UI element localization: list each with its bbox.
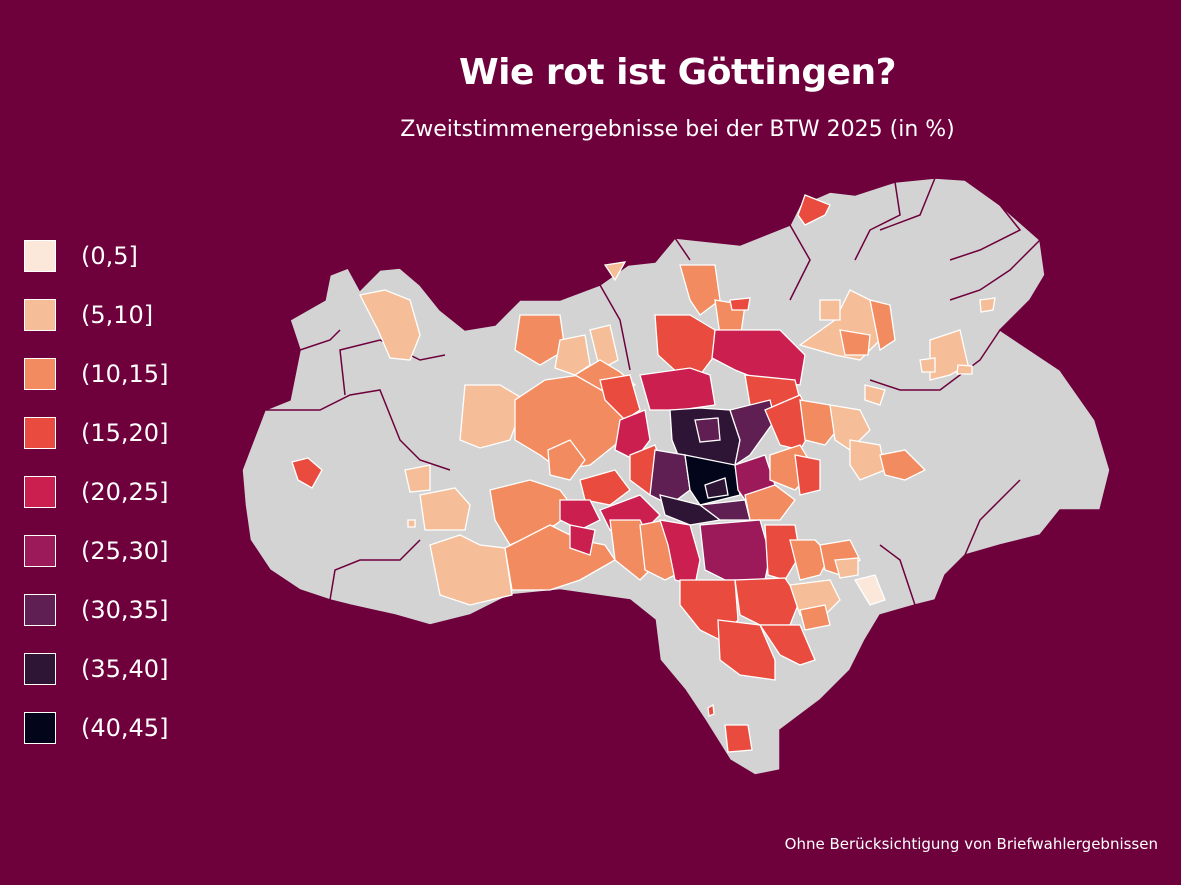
legend-label: (25,30] bbox=[81, 537, 169, 565]
legend-swatch bbox=[24, 417, 56, 449]
legend-swatch bbox=[24, 594, 56, 626]
legend-swatch bbox=[24, 653, 56, 685]
legend-swatch bbox=[24, 535, 56, 567]
legend-swatch bbox=[24, 299, 56, 331]
legend-label: (15,20] bbox=[81, 419, 169, 447]
legend-item: (40,45] bbox=[24, 712, 224, 748]
legend-label: (20,25] bbox=[81, 478, 169, 506]
legend-item: (0,5] bbox=[24, 240, 224, 276]
footnote: Ohne Berücksichtigung von Briefwahlergeb… bbox=[784, 835, 1158, 853]
district-boundaries bbox=[265, 177, 1041, 606]
map-title: Wie rot ist Göttingen? bbox=[458, 52, 897, 93]
legend-item: (30,35] bbox=[24, 594, 224, 630]
legend-label: (10,15] bbox=[81, 360, 169, 388]
map-subtitle: Zweitstimmenergebnisse bei der BTW 2025 … bbox=[400, 117, 955, 142]
legend-item: (35,40] bbox=[24, 653, 224, 689]
legend-label: (35,40] bbox=[81, 655, 169, 683]
legend-label: (30,35] bbox=[81, 596, 169, 624]
legend-swatch bbox=[24, 712, 56, 744]
legend-item: (20,25] bbox=[24, 476, 224, 512]
legend-item: (25,30] bbox=[24, 535, 224, 571]
legend-item: (15,20] bbox=[24, 417, 224, 453]
legend-swatch bbox=[24, 358, 56, 390]
legend-item: (10,15] bbox=[24, 358, 224, 394]
legend-swatch bbox=[24, 240, 56, 272]
legend-label: (40,45] bbox=[81, 714, 169, 742]
legend-swatch bbox=[24, 476, 56, 508]
legend-item: (5,10] bbox=[24, 299, 224, 335]
precinct-polygons bbox=[291, 194, 996, 753]
legend-label: (5,10] bbox=[81, 301, 154, 329]
legend-label: (0,5] bbox=[81, 242, 138, 270]
